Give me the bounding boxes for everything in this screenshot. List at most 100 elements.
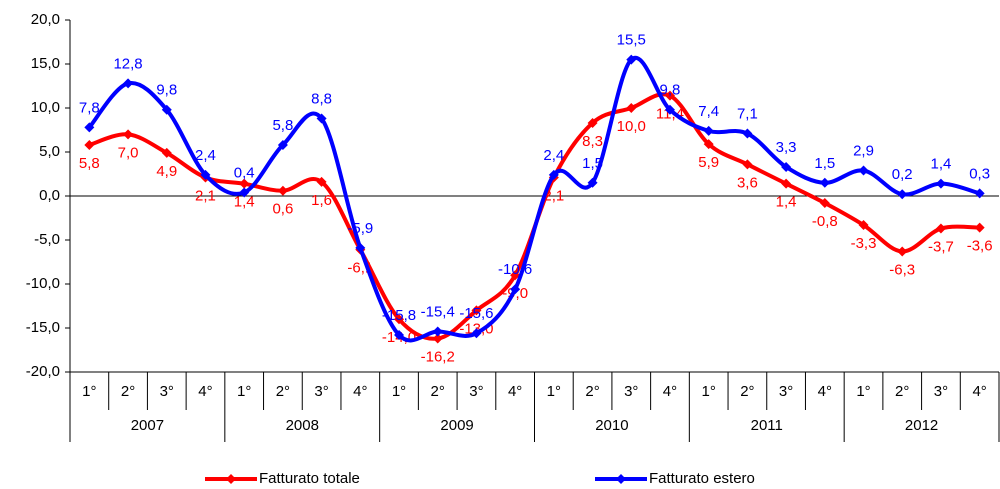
- x-tick-label: 4°: [818, 383, 832, 400]
- data-label: 1,4: [234, 194, 255, 211]
- data-label: 10,0: [617, 118, 646, 135]
- marker: [781, 178, 792, 189]
- marker: [239, 187, 250, 198]
- marker: [664, 104, 675, 115]
- data-label: 1,5: [582, 155, 603, 172]
- data-label: 1,4: [931, 156, 952, 173]
- data-label: 2,4: [543, 147, 564, 164]
- x-tick-label: 1°: [237, 383, 251, 400]
- x-tick-label: 3°: [624, 383, 638, 400]
- marker: [703, 139, 714, 150]
- marker: [819, 177, 830, 188]
- data-label: 7,1: [737, 105, 758, 122]
- data-label: -16,2: [421, 349, 455, 366]
- data-label: -0,8: [812, 213, 838, 230]
- data-label: -15,6: [459, 305, 493, 322]
- marker: [123, 129, 134, 140]
- x-tick-label: 3°: [314, 383, 328, 400]
- data-label: -5,9: [347, 220, 373, 237]
- data-label: 7,8: [79, 99, 100, 116]
- data-label: 7,4: [698, 103, 719, 120]
- marker: [664, 90, 675, 101]
- x-tick-label: 2°: [585, 383, 599, 400]
- marker: [355, 242, 366, 253]
- marker: [200, 169, 211, 180]
- x-tick-label: 2°: [740, 383, 754, 400]
- data-label: 3,3: [776, 139, 797, 156]
- data-label: 0,6: [272, 201, 293, 218]
- marker: [897, 189, 908, 200]
- data-label: 1,4: [776, 194, 797, 211]
- group-label: 2008: [286, 417, 319, 434]
- data-label: 5,8: [272, 117, 293, 134]
- group-label: 2009: [440, 417, 473, 434]
- data-label: 2,4: [195, 147, 216, 164]
- data-label: 8,3: [582, 133, 603, 150]
- data-label: 15,5: [617, 32, 646, 49]
- legend-marker: [226, 474, 236, 484]
- data-label: 0,3: [969, 165, 990, 182]
- x-tick-label: 3°: [469, 383, 483, 400]
- x-tick-label: 1°: [547, 383, 561, 400]
- data-label: 3,6: [737, 174, 758, 191]
- x-tick-label: 2°: [276, 383, 290, 400]
- data-label: 2,1: [195, 187, 216, 204]
- marker: [239, 178, 250, 189]
- marker: [471, 328, 482, 339]
- data-label: 12,8: [113, 55, 142, 72]
- data-label: 1,5: [814, 155, 835, 172]
- marker: [123, 78, 134, 89]
- marker: [974, 222, 985, 233]
- group-label: 2010: [595, 417, 628, 434]
- marker: [432, 326, 443, 337]
- data-label: 2,1: [543, 187, 564, 204]
- marker: [394, 330, 405, 341]
- marker: [626, 54, 637, 65]
- data-label: -10,6: [498, 261, 532, 278]
- marker: [161, 147, 172, 158]
- legend-label: Fatturato estero: [649, 470, 755, 487]
- marker: [84, 122, 95, 133]
- data-label: 4,9: [156, 163, 177, 180]
- y-tick-label: 10,0: [31, 99, 60, 116]
- marker: [471, 305, 482, 316]
- marker: [587, 177, 598, 188]
- data-label: -15,8: [382, 307, 416, 324]
- data-label: 1,6: [311, 192, 332, 209]
- y-tick-label: -20,0: [26, 363, 60, 380]
- x-tick-label: 2°: [895, 383, 909, 400]
- data-label: 5,9: [698, 154, 719, 171]
- data-label: 0,4: [234, 164, 255, 181]
- x-tick-label: 4°: [508, 383, 522, 400]
- y-tick-label: -15,0: [26, 319, 60, 336]
- legend-marker: [616, 474, 626, 484]
- marker: [277, 139, 288, 150]
- marker: [742, 128, 753, 139]
- x-tick-label: 1°: [82, 383, 96, 400]
- x-tick-label: 4°: [663, 383, 677, 400]
- marker: [897, 246, 908, 257]
- marker: [548, 169, 559, 180]
- marker: [858, 220, 869, 231]
- marker: [819, 198, 830, 209]
- data-label: 7,0: [118, 144, 139, 161]
- data-label: -6,3: [889, 261, 915, 278]
- marker: [277, 185, 288, 196]
- data-label: 5,8: [79, 155, 100, 172]
- y-tick-label: 20,0: [31, 11, 60, 28]
- data-label: -15,4: [421, 303, 455, 320]
- marker: [316, 113, 327, 124]
- marker: [781, 161, 792, 172]
- x-tick-label: 4°: [353, 383, 367, 400]
- x-tick-label: 1°: [856, 383, 870, 400]
- marker: [394, 314, 405, 325]
- series-line: [88, 92, 980, 341]
- group-label: 2011: [751, 417, 783, 434]
- data-label: -3,6: [967, 238, 993, 255]
- y-tick-label: 15,0: [31, 55, 60, 72]
- marker: [84, 139, 95, 150]
- marker: [432, 333, 443, 344]
- group-label: 2007: [131, 417, 164, 434]
- legend-label: Fatturato totale: [259, 470, 360, 487]
